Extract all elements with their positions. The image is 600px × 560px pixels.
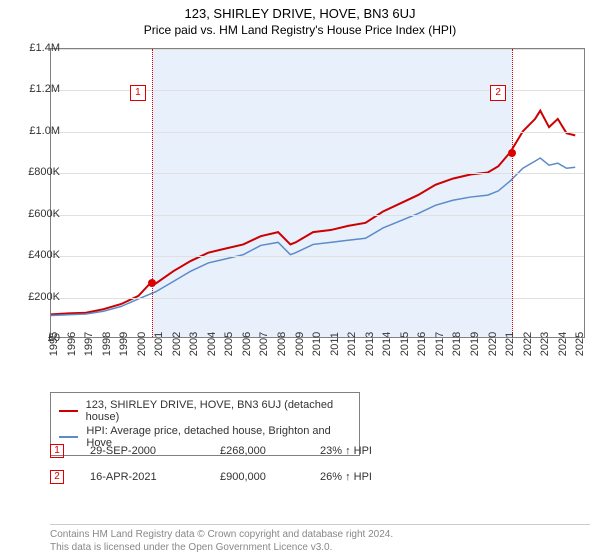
- x-axis-label: 2024: [557, 332, 569, 356]
- x-axis-label: 1995: [48, 332, 60, 356]
- transaction-date-1: 29-SEP-2000: [90, 445, 220, 457]
- y-axis-label: £800K: [28, 166, 60, 178]
- x-axis-label: 1996: [66, 332, 78, 356]
- x-axis-label: 1998: [101, 332, 113, 356]
- legend-swatch-2: [59, 436, 78, 438]
- x-axis-label: 2000: [136, 332, 148, 356]
- x-axis-label: 2004: [206, 332, 218, 356]
- transaction-price-2: £900,000: [220, 471, 320, 483]
- marker-label-2: 2: [490, 85, 506, 101]
- chart-title: 123, SHIRLEY DRIVE, HOVE, BN3 6UJ: [0, 6, 600, 21]
- legend-item-series-1: 123, SHIRLEY DRIVE, HOVE, BN3 6UJ (detac…: [59, 399, 351, 423]
- y-axis-label: £400K: [28, 249, 60, 261]
- x-axis-label: 2006: [241, 332, 253, 356]
- gridline: [51, 49, 584, 50]
- gridline: [51, 173, 584, 174]
- transaction-marker-1: 1: [50, 444, 64, 458]
- x-axis-label: 1997: [83, 332, 95, 356]
- x-axis-label: 2020: [487, 332, 499, 356]
- transaction-point-1: [148, 279, 156, 287]
- x-axis-label: 2025: [574, 332, 586, 356]
- x-axis-label: 2014: [381, 332, 393, 356]
- x-axis-label: 2009: [294, 332, 306, 356]
- x-axis-label: 2010: [311, 332, 323, 356]
- gridline: [51, 298, 584, 299]
- price-chart: 12: [50, 48, 585, 338]
- marker-vline: [512, 49, 513, 337]
- y-axis-label: £200K: [28, 291, 60, 303]
- x-axis-label: 2011: [329, 332, 341, 356]
- x-axis-label: 2008: [276, 332, 288, 356]
- x-axis-label: 2015: [399, 332, 411, 356]
- x-axis-label: 2003: [188, 332, 200, 356]
- x-axis-label: 2016: [416, 332, 428, 356]
- series-line-2: [51, 158, 575, 315]
- x-axis-label: 2012: [346, 332, 358, 356]
- x-axis-label: 1999: [118, 332, 130, 356]
- x-axis-label: 2013: [364, 332, 376, 356]
- gridline: [51, 215, 584, 216]
- x-axis-label: 2023: [539, 332, 551, 356]
- series-line-1: [51, 111, 575, 315]
- transaction-row-1: 1 29-SEP-2000 £268,000 23% ↑ HPI: [50, 444, 372, 458]
- gridline: [51, 132, 584, 133]
- y-axis-label: £1.0M: [29, 125, 60, 137]
- transaction-row-2: 2 16-APR-2021 £900,000 26% ↑ HPI: [50, 470, 372, 484]
- x-axis-label: 2018: [451, 332, 463, 356]
- footer-attribution: Contains HM Land Registry data © Crown c…: [50, 524, 590, 554]
- gridline: [51, 256, 584, 257]
- transaction-diff-1: 23% ↑ HPI: [320, 445, 372, 457]
- x-axis-label: 2017: [434, 332, 446, 356]
- legend-swatch-1: [59, 410, 78, 412]
- chart-subtitle: Price paid vs. HM Land Registry's House …: [0, 23, 600, 37]
- x-axis-label: 2019: [469, 332, 481, 356]
- x-axis-label: 2022: [522, 332, 534, 356]
- footer-line-2: This data is licensed under the Open Gov…: [50, 542, 590, 555]
- legend-label-1: 123, SHIRLEY DRIVE, HOVE, BN3 6UJ (detac…: [86, 399, 351, 423]
- x-axis-label: 2007: [258, 332, 270, 356]
- x-axis-label: 2005: [223, 332, 235, 356]
- y-axis-label: £1.4M: [29, 42, 60, 54]
- transaction-diff-2: 26% ↑ HPI: [320, 471, 372, 483]
- y-axis-label: £600K: [28, 208, 60, 220]
- marker-vline: [152, 49, 153, 337]
- transaction-marker-2: 2: [50, 470, 64, 484]
- x-axis-label: 2002: [171, 332, 183, 356]
- marker-label-1: 1: [130, 85, 146, 101]
- x-axis-label: 2001: [153, 332, 165, 356]
- footer-line-1: Contains HM Land Registry data © Crown c…: [50, 529, 590, 542]
- transaction-price-1: £268,000: [220, 445, 320, 457]
- transaction-date-2: 16-APR-2021: [90, 471, 220, 483]
- transaction-point-2: [508, 149, 516, 157]
- x-axis-label: 2021: [504, 332, 516, 356]
- y-axis-label: £1.2M: [29, 83, 60, 95]
